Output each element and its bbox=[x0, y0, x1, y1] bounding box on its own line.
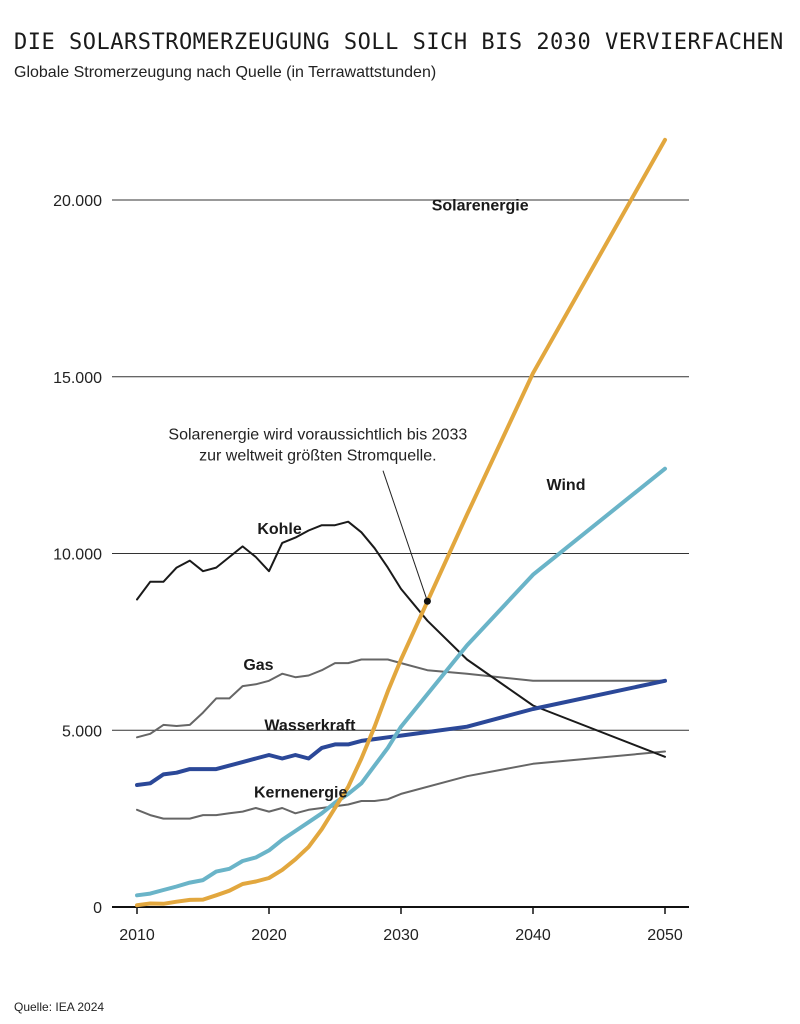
x-tick-label: 2040 bbox=[515, 927, 551, 944]
series-label-wind: Wind bbox=[547, 477, 586, 494]
series-label-wasserkraft: Wasserkraft bbox=[264, 717, 356, 734]
y-tick-label: 20.000 bbox=[53, 193, 102, 210]
annotation-text: Solarenergie wird voraussichtlich bis 20… bbox=[168, 427, 467, 444]
series-line-wasserkraft bbox=[135, 678, 667, 787]
series-line-wind bbox=[135, 466, 667, 898]
series-line-kohle bbox=[136, 520, 666, 758]
y-tick-label: 15.000 bbox=[53, 370, 102, 387]
chart-subtitle: Globale Stromerzeugung nach Quelle (in T… bbox=[14, 64, 437, 81]
series-line-kernenergie bbox=[136, 750, 666, 820]
source-note: Quelle: IEA 2024 bbox=[14, 1000, 105, 1014]
x-tick-label: 2050 bbox=[647, 927, 683, 944]
annotation-dot bbox=[423, 597, 431, 605]
x-tick-label: 2030 bbox=[383, 927, 419, 944]
series-label-kernenergie: Kernenergie bbox=[254, 784, 347, 801]
x-tick-label: 2020 bbox=[251, 927, 287, 944]
series-line-solarenergie bbox=[135, 137, 667, 908]
chart-title: DIE SOLARSTROMERZEUGUNG SOLL SICH BIS 20… bbox=[14, 30, 784, 55]
x-tick-label: 2010 bbox=[119, 927, 155, 944]
y-tick-label: 10.000 bbox=[53, 547, 102, 564]
series-label-gas: Gas bbox=[243, 657, 273, 674]
annotation-leader-line bbox=[382, 470, 428, 602]
y-tick-label: 5.000 bbox=[62, 723, 102, 740]
series-label-kohle: Kohle bbox=[257, 521, 302, 538]
y-tick-label: 0 bbox=[93, 900, 102, 917]
series-label-solarenergie: Solarenergie bbox=[432, 198, 529, 215]
annotation-text: zur weltweit größten Stromquelle. bbox=[199, 448, 436, 465]
